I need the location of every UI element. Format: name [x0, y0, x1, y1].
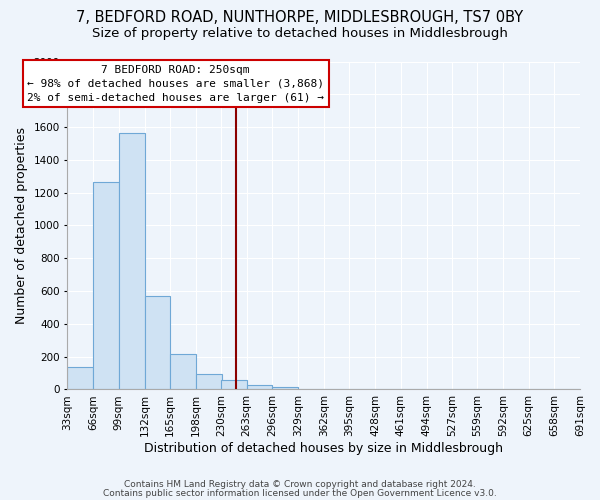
Bar — [221, 380, 247, 390]
Bar — [119, 133, 145, 390]
X-axis label: Distribution of detached houses by size in Middlesbrough: Distribution of detached houses by size … — [144, 442, 503, 455]
Bar — [247, 384, 272, 390]
Text: Contains HM Land Registry data © Crown copyright and database right 2024.: Contains HM Land Registry data © Crown c… — [124, 480, 476, 489]
Text: Size of property relative to detached houses in Middlesbrough: Size of property relative to detached ho… — [92, 28, 508, 40]
Bar — [93, 182, 119, 390]
Text: Contains public sector information licensed under the Open Government Licence v3: Contains public sector information licen… — [103, 488, 497, 498]
Bar — [196, 374, 221, 390]
Bar — [272, 387, 298, 390]
Bar — [145, 296, 170, 390]
Bar — [67, 366, 93, 390]
Y-axis label: Number of detached properties: Number of detached properties — [15, 127, 28, 324]
Text: 7, BEDFORD ROAD, NUNTHORPE, MIDDLESBROUGH, TS7 0BY: 7, BEDFORD ROAD, NUNTHORPE, MIDDLESBROUG… — [76, 10, 524, 25]
Text: 7 BEDFORD ROAD: 250sqm
← 98% of detached houses are smaller (3,868)
2% of semi-d: 7 BEDFORD ROAD: 250sqm ← 98% of detached… — [27, 65, 324, 103]
Bar — [170, 354, 196, 390]
